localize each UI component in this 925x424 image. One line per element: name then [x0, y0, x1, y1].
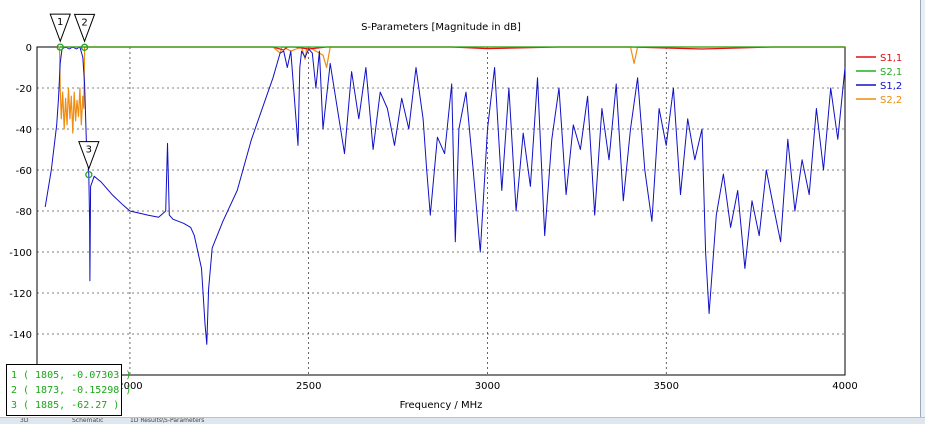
marker-number: 1: [57, 17, 63, 28]
y-axis-ticks: 0 -20 -40 -60 -80 -100 -120 -140: [9, 43, 32, 341]
marker-readout-row: 2 ( 1873, -0.15298 ): [11, 384, 131, 398]
chart-title: S-Parameters [Magnitude in dB]: [361, 22, 521, 33]
marker-readout-value: ( 1873, -0.15298 ): [23, 385, 132, 396]
x-tick-label: 3000: [475, 381, 500, 392]
y-tick-label: -140: [9, 330, 32, 341]
legend: S1,1 S2,1 S1,2 S2,2: [856, 53, 902, 106]
legend-entry: S2,1: [880, 67, 902, 78]
marker-3[interactable]: 3: [78, 141, 100, 179]
marker-flag-icon: [49, 13, 71, 43]
legend-entry: S2,2: [880, 95, 902, 106]
marker-readout-row: 3 ( 1885, -62.27 ): [11, 399, 119, 413]
marker-readout-value: ( 1885, -62.27 ): [23, 400, 120, 411]
marker-readout-row: 1 ( 1805, -0.07303 ): [11, 369, 131, 383]
legend-entry: S1,1: [880, 53, 902, 64]
marker-number: 2: [81, 17, 87, 28]
plot-area: [36, 46, 846, 376]
tab-3d[interactable]: 3D: [20, 417, 29, 424]
marker-readout-box: 1 ( 1805, -0.07303 ) 2 ( 1873, -0.15298 ) 3 (…: [6, 364, 131, 416]
window-right-border: [920, 0, 925, 417]
marker-readout-id: 1: [11, 370, 18, 381]
x-tick-label: 2000: [117, 381, 142, 392]
marker-2[interactable]: 2: [73, 13, 96, 51]
series-lines: [44, 46, 846, 345]
y-tick-label: -100: [9, 248, 32, 259]
series-line-s1-2: [44, 46, 846, 345]
marker-readout-value: ( 1805, -0.07303 ): [23, 370, 132, 381]
x-axis-label: Frequency / MHz: [400, 400, 483, 411]
y-tick-label: -60: [16, 166, 32, 177]
marker-point: [80, 43, 89, 51]
marker-number: 3: [86, 145, 92, 156]
x-tick-label: 4000: [832, 381, 857, 392]
x-tick-label: 3500: [654, 381, 679, 392]
legend-entry: S1,2: [880, 81, 902, 92]
tab-s-parameters[interactable]: 1D Results\S-Parameters: [130, 417, 205, 424]
tab-schematic[interactable]: Schematic: [72, 417, 104, 424]
y-tick-label: -120: [9, 289, 32, 300]
y-tick-label: 0: [26, 43, 32, 54]
markers[interactable]: 1 2 3: [49, 13, 100, 179]
marker-flag-icon: [78, 141, 100, 171]
tab-strip: 3D Schematic 1D Results\S-Parameters: [0, 417, 925, 424]
marker-flag-icon: [73, 13, 96, 43]
y-tick-label: -40: [16, 125, 32, 136]
y-tick-label: -20: [16, 84, 32, 95]
marker-readout-id: 3: [11, 400, 18, 411]
marker-readout-id: 2: [11, 385, 18, 396]
marker-1[interactable]: 1: [49, 13, 71, 51]
x-axis-ticks: 2000 2500 3000 3500 4000: [117, 381, 857, 392]
x-tick-label: 2500: [296, 381, 321, 392]
marker-point: [85, 171, 93, 179]
marker-point: [56, 43, 64, 51]
y-tick-label: -80: [16, 207, 32, 218]
